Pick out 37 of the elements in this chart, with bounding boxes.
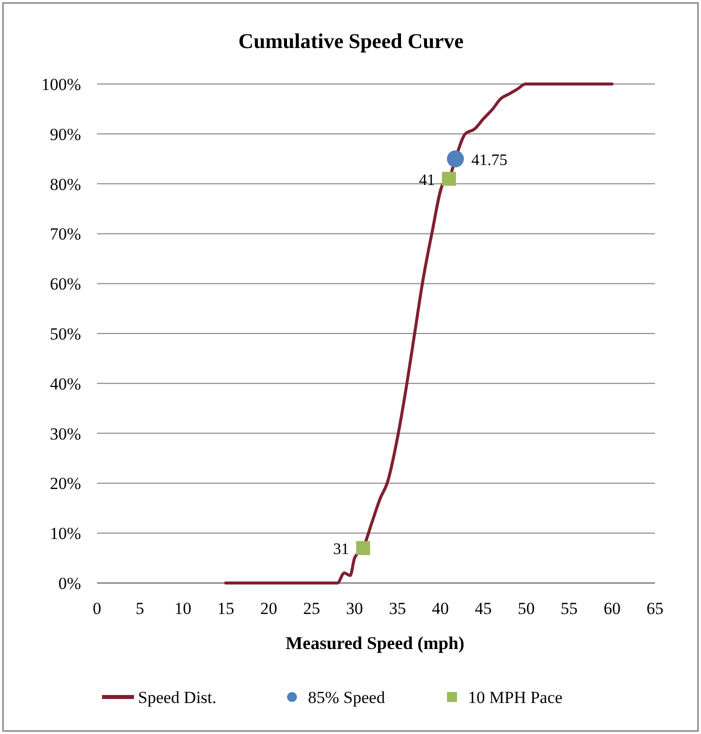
y-tick-label: 30% [50, 424, 81, 444]
x-tick-label: 35 [388, 599, 406, 618]
x-tick-label: 60 [604, 599, 621, 618]
x-tick-label: 50 [518, 599, 535, 618]
x-tick-label: 30 [346, 599, 364, 618]
legend-label: 10 MPH Pace [468, 688, 562, 707]
line-series [224, 82, 614, 584]
y-tick-label: 100% [41, 75, 81, 94]
y-tick-label: 10% [50, 524, 81, 544]
y-tick-label: 50% [50, 324, 81, 344]
annotation: 41 [418, 172, 435, 189]
x-tick-label: 65 [646, 599, 664, 618]
annotation: 31 [333, 541, 350, 558]
legend-label: 85% Speed [308, 688, 386, 707]
x-tick-label: 5 [136, 599, 144, 618]
x-tick-label: 20 [260, 599, 278, 618]
y-tick-label: 60% [50, 274, 81, 294]
y-tick-label: 90% [50, 124, 81, 144]
annotation: 41.75 [471, 152, 508, 169]
x-axis-title: Measured Speed (mph) [286, 633, 464, 653]
x-tick-label: 10 [174, 599, 192, 618]
x-tick-label: 40 [432, 599, 449, 618]
x-tick-label: 45 [474, 599, 492, 618]
point [446, 150, 464, 168]
chart-title: Cumulative Speed Curve [238, 29, 464, 53]
x-tick-label: 25 [303, 599, 320, 618]
point [442, 172, 456, 186]
y-tick-label: 40% [50, 374, 81, 394]
x-tick-label: 55 [560, 599, 578, 618]
legend-label: Speed Dist. [138, 688, 216, 707]
y-tick-label: 0% [58, 574, 81, 593]
point [356, 541, 370, 556]
y-tick-label: 80% [50, 174, 81, 194]
y-tick-label: 70% [50, 224, 81, 244]
x-tick-label: 0 [92, 599, 102, 618]
y-tick-label: 20% [50, 474, 81, 494]
x-tick-label: 15 [217, 599, 234, 618]
